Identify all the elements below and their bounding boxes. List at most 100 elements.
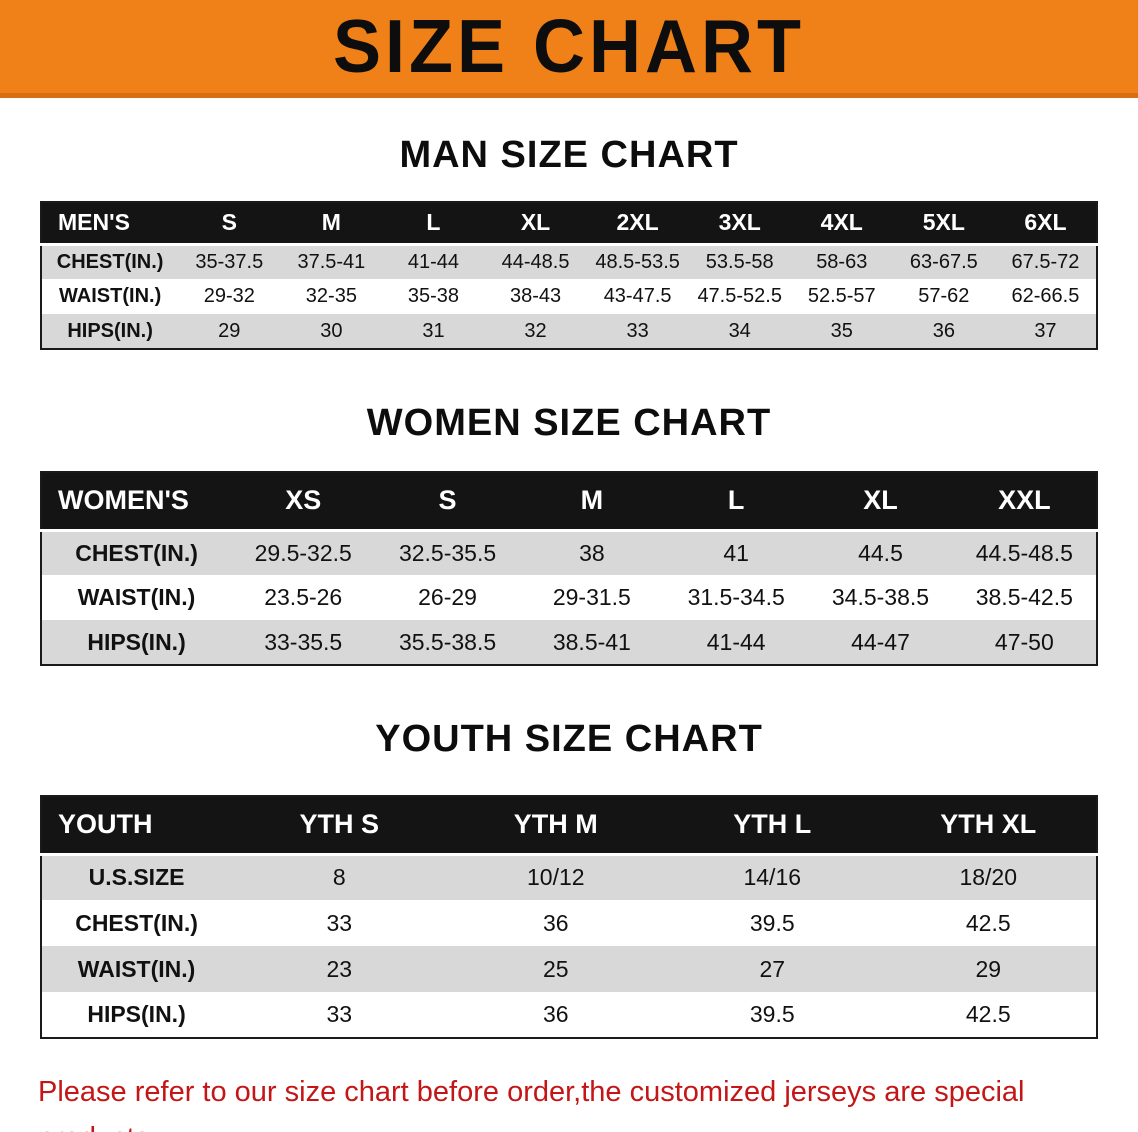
banner-title: SIZE CHART <box>333 4 805 89</box>
table-row: WAIST(IN.) 23.5-26 26-29 29-31.5 31.5-34.5 34… <box>41 575 1097 620</box>
table-row: WAIST(IN.) 29-32 32-35 35-38 38-43 43-47.5 47.… <box>41 279 1097 314</box>
banner: SIZE CHART <box>0 0 1138 98</box>
men-section-heading: MAN SIZE CHART <box>399 134 739 176</box>
size-value-cell: 47.5-52.5 <box>697 285 782 307</box>
table-row: HIPS(IN.) 33-35.5 35.5-38.5 38.5-41 41-44 44-… <box>41 620 1097 665</box>
size-value-cell: 32 <box>524 319 547 342</box>
size-value-cell: 23 <box>326 955 353 982</box>
size-value-cell: 48.5-53.5 <box>595 250 680 273</box>
header-row: WOMEN'S XS S M L XL XXL <box>41 472 1097 532</box>
size-value-cell: 29-32 <box>203 285 255 307</box>
size-value-cell: 43-47.5 <box>603 285 672 307</box>
size-value-cell: 67.5-72 <box>1011 250 1080 273</box>
size-column-header: S <box>178 202 281 246</box>
size-value-cell: 35.5-38.5 <box>398 628 497 655</box>
size-column-header: 6XL <box>994 202 1097 246</box>
table-row: HIPS(IN.) 33 36 39.5 42.5 <box>41 992 1097 1038</box>
size-column-header: XXL <box>952 472 1097 532</box>
size-column-header: M <box>280 202 383 246</box>
size-column-header: XL <box>808 472 953 532</box>
size-value-cell: 62-66.5 <box>1011 285 1080 307</box>
size-value-cell: 29 <box>218 319 241 342</box>
size-value-cell: 44-47 <box>851 628 910 655</box>
row-label: CHEST(IN.) <box>75 539 198 566</box>
size-value-cell: 52.5-57 <box>807 285 876 307</box>
size-value-cell: 57-62 <box>918 285 970 307</box>
youth-section-heading: YOUTH SIZE CHART <box>375 718 763 760</box>
size-value-cell: 34 <box>728 319 751 342</box>
size-column-header: YTH M <box>447 796 665 856</box>
row-label: HIPS(IN.) <box>87 628 186 655</box>
size-column-header: S <box>375 472 520 532</box>
size-value-cell: 38-43 <box>509 285 562 307</box>
women-table-body: CHEST(IN.) 29.5-32.5 32.5-35.5 38 41 44.5 44.5… <box>41 530 1097 665</box>
size-value-cell: 38.5-42.5 <box>975 584 1073 610</box>
size-value-cell: 31 <box>422 319 445 342</box>
size-value-cell: 30 <box>320 319 343 342</box>
section-men: MAN SIZE CHART MEN'S S M L XL 2XL 3XL 4XL 5XL 6XL C… <box>0 134 1138 350</box>
size-value-cell: 25 <box>542 955 569 982</box>
table-row: CHEST(IN.) 29.5-32.5 32.5-35.5 38 41 44.5 44.5… <box>41 530 1097 575</box>
size-value-cell: 33 <box>326 909 353 936</box>
sections: MAN SIZE CHART MEN'S S M L XL 2XL 3XL 4XL 5XL 6XL C… <box>0 134 1138 1039</box>
size-value-cell: 33 <box>326 1001 353 1027</box>
size-column-header: L <box>382 202 485 246</box>
size-value-cell: 14/16 <box>743 864 802 891</box>
size-value-cell: 38 <box>579 539 605 566</box>
size-value-cell: 39.5 <box>749 1001 795 1027</box>
section-youth: YOUTH SIZE CHART YOUTH YTH S YTH M YTH L YTH … <box>0 718 1138 1039</box>
size-column-header: XL <box>484 202 587 246</box>
size-value-cell: 36 <box>932 319 955 342</box>
women-size-table: WOMEN'S XS S M L XL XXL CHEST(IN.) 29.5-32.5 32.5… <box>40 471 1098 666</box>
size-column-header: 5XL <box>892 202 995 246</box>
size-value-cell: 44-48.5 <box>501 250 570 273</box>
size-value-cell: 36 <box>542 1001 569 1027</box>
size-column-header: 2XL <box>586 202 689 246</box>
size-value-cell: 36 <box>542 909 569 936</box>
size-value-cell: 44.5-48.5 <box>975 539 1073 566</box>
men-table-title: MEN'S <box>41 202 179 246</box>
size-column-header: M <box>519 472 665 532</box>
size-value-cell: 10/12 <box>527 864 585 891</box>
youth-table-head: YOUTH YTH S YTH M YTH L YTH XL <box>41 796 1097 856</box>
size-value-cell: 53.5-58 <box>705 250 774 273</box>
size-column-header: YTH XL <box>880 796 1097 856</box>
size-value-cell: 31.5-34.5 <box>687 584 785 610</box>
size-value-cell: 38.5-41 <box>552 628 631 655</box>
size-value-cell: 41-44 <box>407 250 460 273</box>
table-row: U.S.SIZE 8 10/12 14/16 18/20 <box>41 854 1097 900</box>
table-row: CHEST(IN.) 35-37.5 37.5-41 41-44 44-48.5 48.5… <box>41 244 1097 279</box>
header-row: YOUTH YTH S YTH M YTH L YTH XL <box>41 796 1097 856</box>
size-value-cell: 34.5-38.5 <box>831 584 930 610</box>
size-value-cell: 27 <box>759 955 786 982</box>
size-column-header: 4XL <box>790 202 893 246</box>
table-row: WAIST(IN.) 23 25 27 29 <box>41 946 1097 992</box>
size-value-cell: 29 <box>975 955 1002 982</box>
size-value-cell: 44.5 <box>858 539 903 566</box>
row-label: WAIST(IN.) <box>77 955 196 982</box>
row-label: WAIST(IN.) <box>59 285 162 307</box>
size-value-cell: 42.5 <box>965 909 1011 936</box>
men-table-body: CHEST(IN.) 35-37.5 37.5-41 41-44 44-48.5 48.5… <box>41 244 1097 349</box>
size-value-cell: 26-29 <box>418 584 477 610</box>
size-value-cell: 41 <box>723 539 749 566</box>
size-value-cell: 63-67.5 <box>909 250 978 273</box>
row-label: CHEST(IN.) <box>75 909 198 936</box>
size-column-header: L <box>664 472 809 532</box>
row-label: WAIST(IN.) <box>77 584 196 610</box>
size-value-cell: 32.5-35.5 <box>398 539 497 566</box>
section-women: WOMEN SIZE CHART WOMEN'S XS S M L XL XXL CHEST(I… <box>0 402 1138 666</box>
row-label: U.S.SIZE <box>88 864 185 891</box>
size-value-cell: 37.5-41 <box>297 250 366 273</box>
size-value-cell: 23.5-26 <box>264 584 343 610</box>
size-value-cell: 42.5 <box>965 1001 1011 1027</box>
size-value-cell: 37 <box>1034 319 1057 342</box>
notice: Please refer to our size chart before or… <box>38 1069 1100 1132</box>
size-value-cell: 35 <box>830 319 853 342</box>
size-value-cell: 33 <box>626 319 649 342</box>
header-row: MEN'S S M L XL 2XL 3XL 4XL 5XL 6XL <box>41 202 1097 246</box>
size-value-cell: 29-31.5 <box>552 584 631 610</box>
size-column-header: XS <box>231 472 376 532</box>
size-column-header: YTH S <box>231 796 448 856</box>
